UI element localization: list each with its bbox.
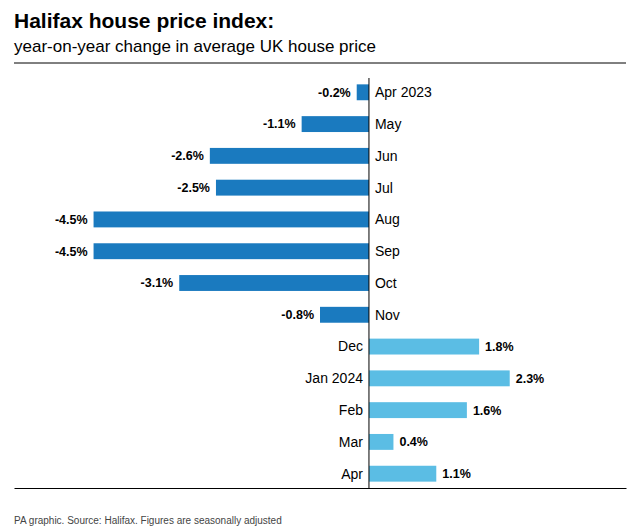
- x-axis: [15, 488, 627, 489]
- subtitle: year-on-year change in average UK house …: [14, 37, 376, 56]
- data-label: 1.1%: [442, 467, 471, 481]
- bar: [179, 275, 369, 291]
- data-label: -0.2%: [318, 86, 351, 100]
- x-axis-line: [15, 488, 627, 489]
- bar: [369, 402, 467, 418]
- category-label: Feb: [339, 402, 363, 418]
- data-label: 1.8%: [485, 340, 514, 354]
- data-label: 0.4%: [399, 435, 428, 449]
- labels: Apr 2023 -0.2% May -1.1% Jun -2.6% Jul -2.5% Aug…: [55, 84, 544, 481]
- bar: [369, 339, 479, 355]
- category-label: Apr: [341, 466, 363, 482]
- data-label: -0.8%: [281, 308, 314, 322]
- zero-line: [368, 78, 369, 488]
- bars: [94, 84, 510, 481]
- data-label: -2.5%: [177, 181, 210, 195]
- bar: [369, 370, 510, 386]
- bar: [369, 466, 436, 482]
- category-label: May: [375, 116, 401, 132]
- category-label: Nov: [375, 307, 400, 323]
- bar: [216, 180, 369, 196]
- bar: [94, 243, 369, 259]
- data-label: 1.6%: [473, 404, 502, 418]
- data-label: -1.1%: [263, 117, 296, 131]
- chart: Halifax house price index: year-on-year c…: [0, 0, 640, 532]
- data-label: 2.3%: [516, 372, 545, 386]
- category-label: Jul: [375, 180, 393, 196]
- bar: [210, 148, 369, 164]
- category-label: Oct: [375, 275, 397, 291]
- data-label: -3.1%: [141, 276, 174, 290]
- bar: [94, 211, 369, 227]
- bar: [302, 116, 369, 132]
- bar: [320, 307, 369, 323]
- category-label: Jun: [375, 148, 398, 164]
- title-rule: [14, 63, 626, 64]
- category-label: Dec: [338, 338, 363, 354]
- data-label: -4.5%: [55, 213, 88, 227]
- category-label: Aug: [375, 211, 400, 227]
- bar: [369, 434, 393, 450]
- category-label: Mar: [339, 434, 363, 450]
- data-label: -4.5%: [55, 245, 88, 259]
- data-label: -2.6%: [171, 149, 204, 163]
- footer: PA graphic. Source: Halifax. Figures are…: [14, 515, 282, 526]
- category-label: Jan 2024: [305, 370, 363, 386]
- title: Halifax house price index:: [14, 9, 274, 32]
- bar: [357, 84, 369, 100]
- category-label: Sep: [375, 243, 400, 259]
- category-label: Apr 2023: [375, 84, 432, 100]
